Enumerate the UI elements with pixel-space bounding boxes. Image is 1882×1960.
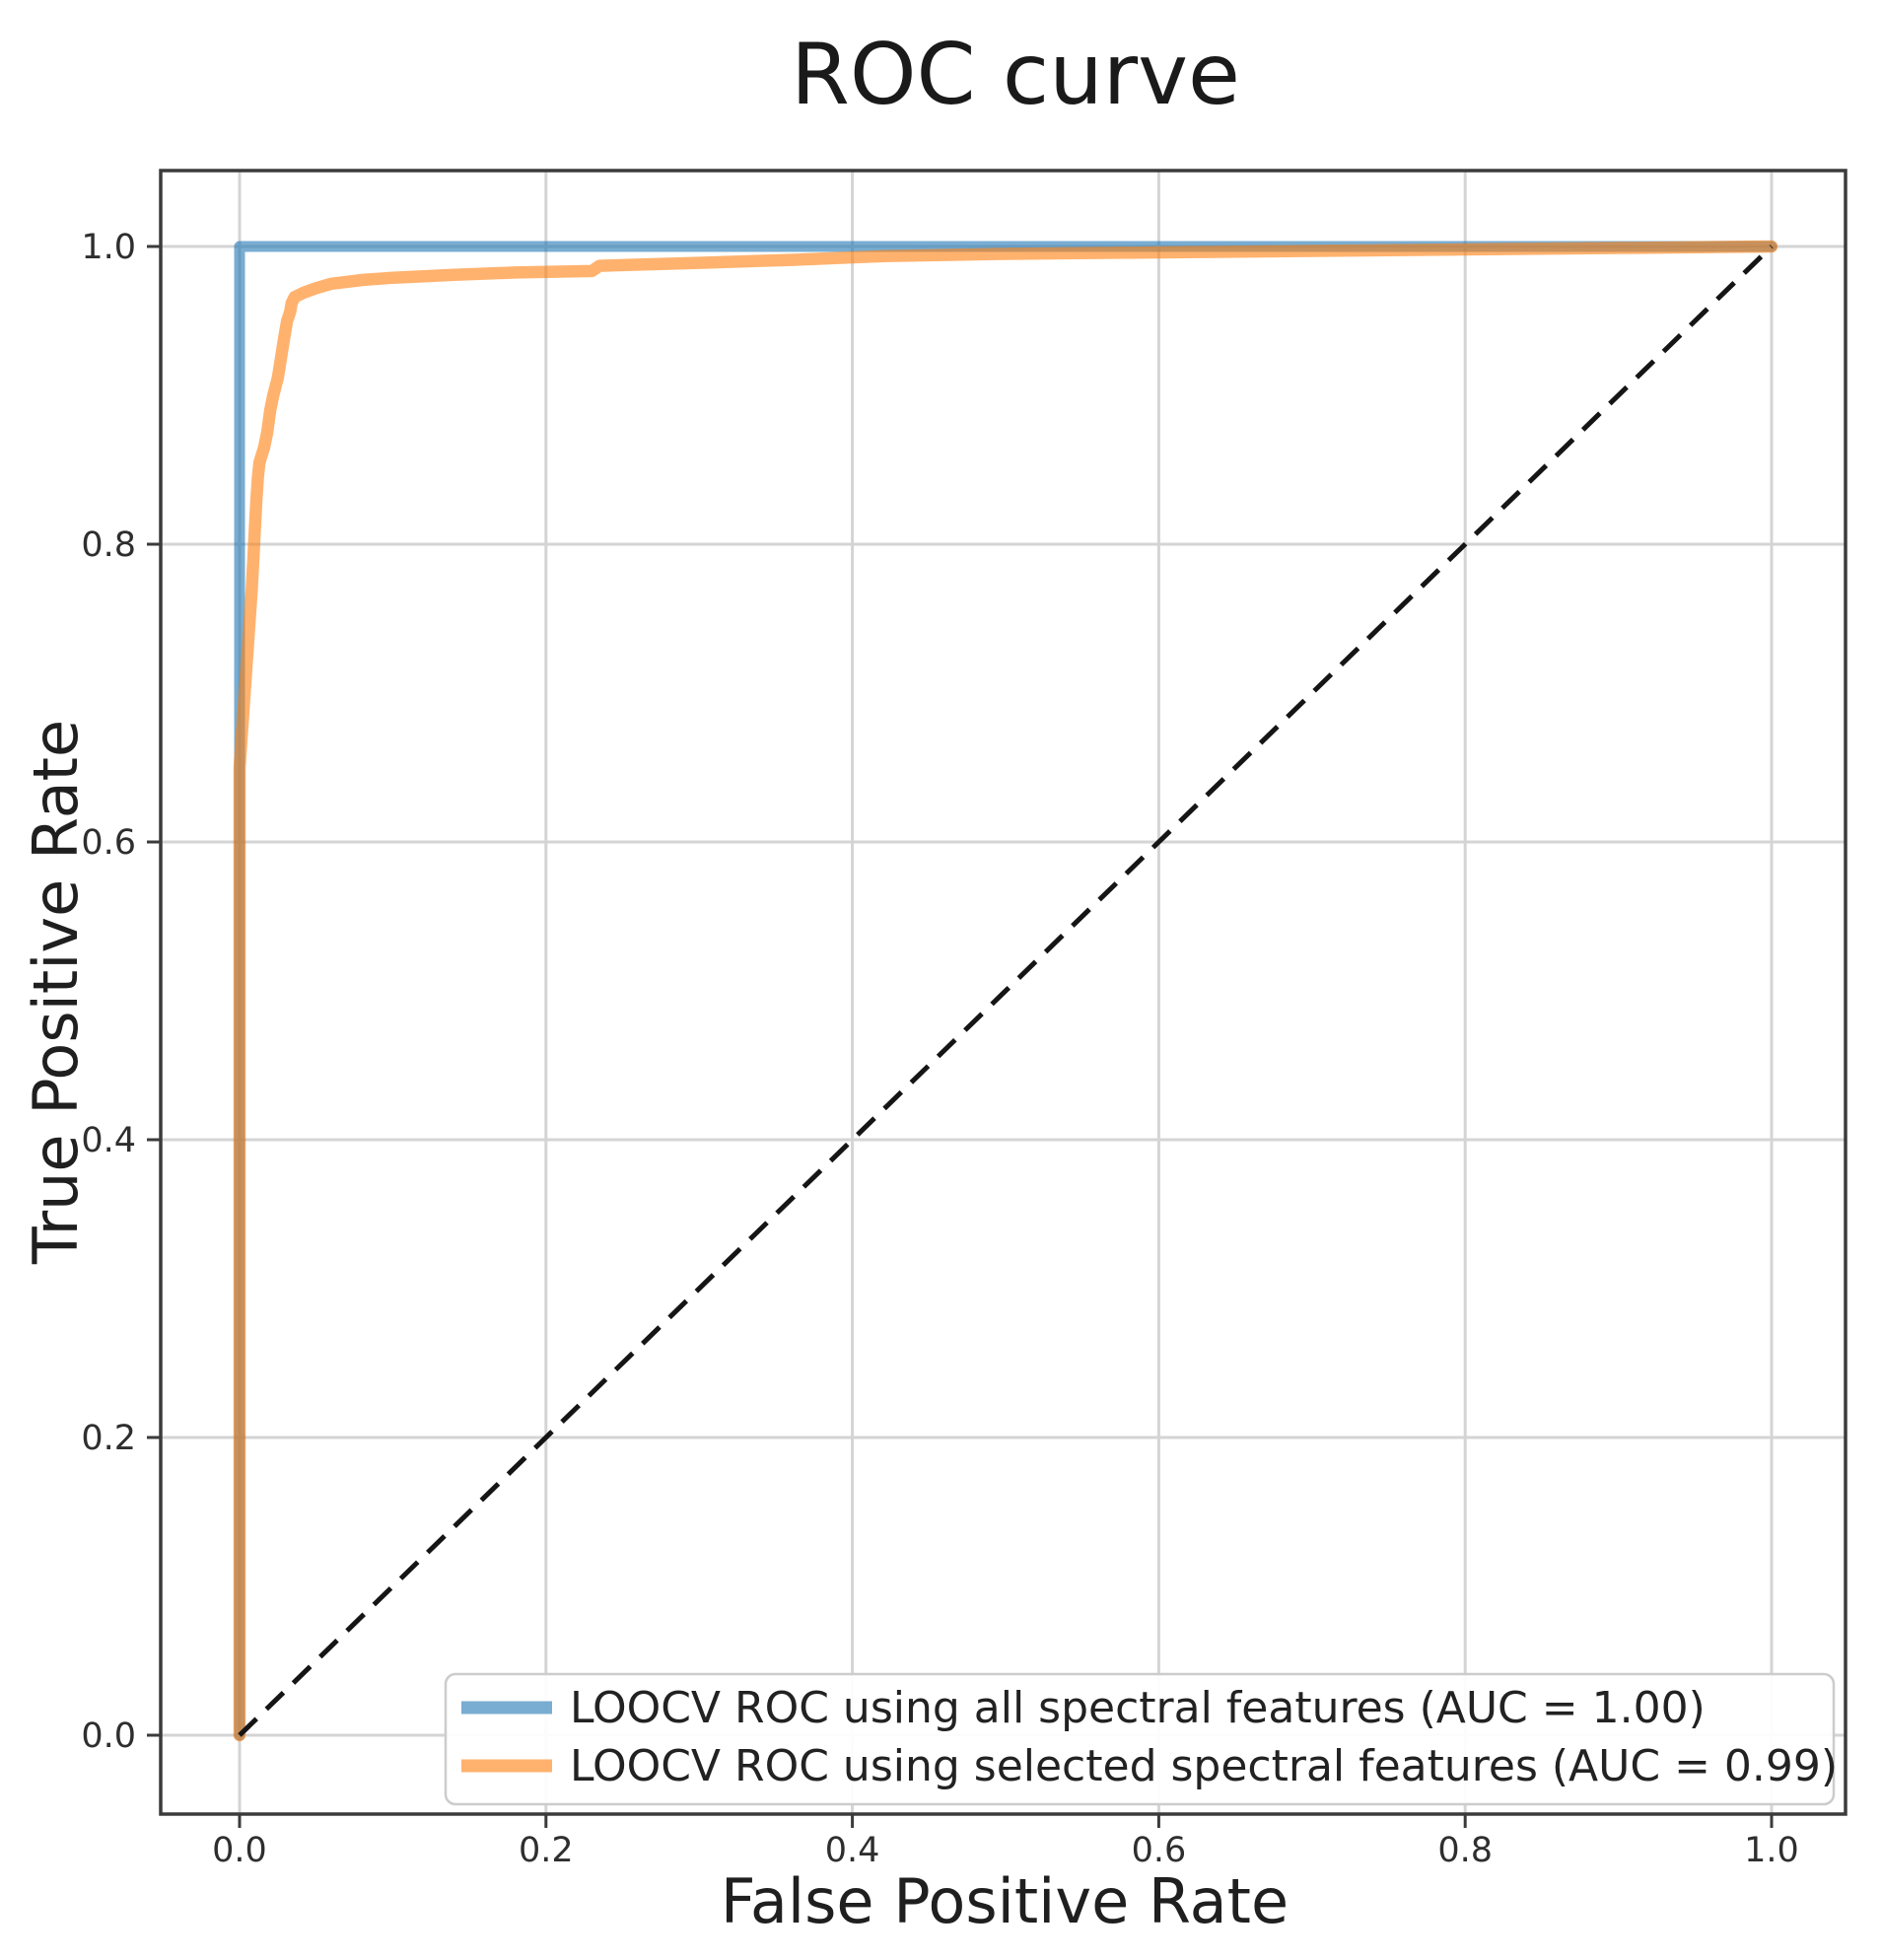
x-tick-label: 0.6: [1132, 1831, 1187, 1870]
x-tick-label: 0.0: [212, 1831, 267, 1870]
axis-ticks: 0.0 0.2 0.4 0.6 0.8 1.0 0.0 0.2 0.4 0.6 0.8 1.0: [81, 228, 1799, 1870]
y-tick-label: 0.6: [81, 823, 136, 863]
x-tick-label: 0.2: [519, 1831, 574, 1870]
chance-diagonal-line: [238, 245, 1774, 1737]
roc-curves: [233, 240, 1778, 1742]
x-tick-label: 0.8: [1437, 1831, 1493, 1870]
legend-label-selected-features: LOOCV ROC using selected spectral featur…: [570, 1741, 1838, 1791]
x-tick-label: 1.0: [1744, 1831, 1799, 1870]
y-tick-label: 0.0: [81, 1716, 136, 1756]
y-tick-label: 0.4: [81, 1121, 136, 1160]
legend-box: [444, 1672, 1836, 1806]
chart-title: ROC curve: [791, 26, 1240, 124]
legend: LOOCV ROC using all spectral features (A…: [444, 1672, 1838, 1806]
roc-curve-selected-features: [233, 240, 1778, 1742]
y-tick-label: 0.2: [81, 1419, 136, 1458]
y-tick-label: 1.0: [81, 228, 136, 267]
legend-label-all-features: LOOCV ROC using all spectral features (A…: [570, 1683, 1706, 1733]
plot-border: [159, 169, 1847, 1816]
y-tick-label: 0.8: [81, 525, 136, 565]
y-axis-label: True Positive Rate: [20, 720, 92, 1265]
x-axis-label: False Positive Rate: [721, 1865, 1289, 1937]
x-tick-label: 0.4: [825, 1831, 880, 1870]
